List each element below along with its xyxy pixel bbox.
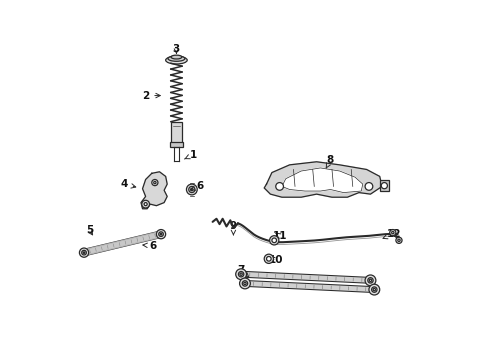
Circle shape	[240, 273, 242, 275]
Text: 2: 2	[142, 91, 160, 100]
Circle shape	[396, 237, 402, 243]
Circle shape	[373, 288, 375, 291]
Circle shape	[152, 180, 158, 186]
Circle shape	[240, 278, 250, 289]
Circle shape	[272, 238, 276, 243]
Circle shape	[270, 236, 279, 245]
Circle shape	[156, 230, 166, 239]
Text: 7: 7	[238, 265, 249, 277]
Circle shape	[144, 203, 147, 206]
Circle shape	[381, 183, 388, 189]
Circle shape	[189, 186, 195, 193]
Circle shape	[390, 230, 396, 236]
Text: 1: 1	[184, 150, 197, 160]
Circle shape	[142, 200, 149, 208]
Ellipse shape	[171, 55, 182, 59]
Ellipse shape	[168, 56, 185, 61]
Circle shape	[83, 252, 85, 253]
Circle shape	[159, 232, 163, 237]
Text: 3: 3	[173, 44, 180, 54]
Circle shape	[160, 233, 162, 235]
Bar	[171, 122, 182, 145]
Circle shape	[398, 239, 400, 242]
Text: 11: 11	[272, 231, 287, 241]
Ellipse shape	[166, 56, 187, 64]
Polygon shape	[282, 168, 363, 193]
Text: 10: 10	[270, 255, 284, 265]
Text: 8: 8	[326, 155, 334, 168]
Circle shape	[267, 256, 271, 261]
Circle shape	[187, 184, 197, 195]
Polygon shape	[141, 172, 167, 209]
Circle shape	[371, 287, 377, 292]
Circle shape	[82, 250, 86, 255]
Text: 6: 6	[191, 181, 203, 192]
Circle shape	[365, 275, 376, 286]
Circle shape	[242, 281, 247, 286]
Text: 6: 6	[143, 241, 157, 251]
Text: 4: 4	[121, 179, 136, 189]
Circle shape	[236, 269, 246, 280]
Circle shape	[191, 188, 193, 191]
Circle shape	[369, 284, 380, 295]
Circle shape	[365, 183, 373, 190]
Circle shape	[79, 248, 89, 257]
Circle shape	[244, 282, 246, 285]
Text: 12: 12	[383, 229, 401, 239]
Bar	[380, 180, 389, 191]
Circle shape	[264, 254, 273, 264]
Circle shape	[276, 183, 284, 190]
Bar	[170, 142, 183, 147]
Polygon shape	[264, 162, 382, 197]
Circle shape	[368, 278, 373, 283]
Circle shape	[239, 271, 244, 277]
Circle shape	[392, 231, 394, 234]
Circle shape	[154, 181, 156, 184]
Circle shape	[369, 279, 371, 282]
Text: 9: 9	[230, 221, 237, 235]
Text: 5: 5	[86, 225, 93, 235]
